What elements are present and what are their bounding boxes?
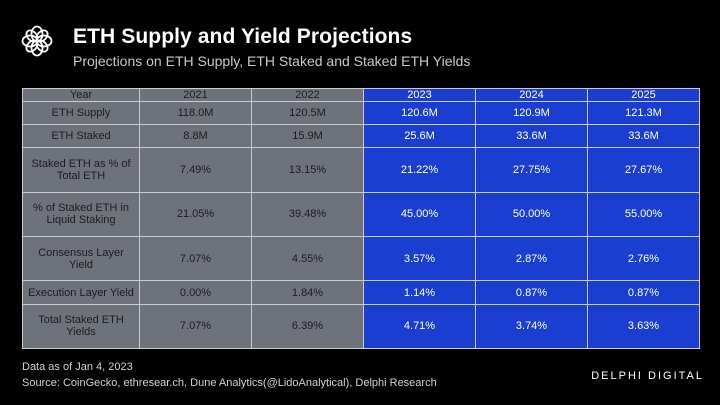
table-cell: 27.67% <box>587 147 700 193</box>
brand-name: DELPHI DIGITAL <box>591 370 704 382</box>
flower-ring-logo-icon <box>21 25 53 57</box>
table-cell: 25.6M <box>363 124 476 149</box>
header-cell-2024: 2024 <box>475 88 588 102</box>
table-cell: 4.71% <box>363 303 476 350</box>
table-row: % of Staked ETH in Liquid Staking 21.05%… <box>22 191 700 238</box>
table-cell: 4.55% <box>251 236 364 282</box>
header-cell-2025: 2025 <box>587 88 700 102</box>
table-cell: 3.63% <box>587 303 700 350</box>
table-row: Total Staked ETH Yields 7.07% 6.39% 4.71… <box>22 303 700 350</box>
table-cell: 3.74% <box>475 303 588 350</box>
table-row: Execution Layer Yield 0.00% 1.84% 1.14% … <box>22 280 700 305</box>
table-row: Staked ETH as % of Total ETH 7.49% 13.15… <box>22 147 700 193</box>
table-cell: 0.00% <box>139 280 252 305</box>
header-cell-2021: 2021 <box>139 88 252 102</box>
table-cell: 118.0M <box>139 100 252 126</box>
table-row: ETH Staked 8.8M 15.9M 25.6M 33.6M 33.6M <box>22 124 700 149</box>
table-cell: 33.6M <box>475 124 588 149</box>
table-cell: 7.07% <box>139 303 252 350</box>
row-label: Total Staked ETH Yields <box>22 303 140 350</box>
table-cell: 7.07% <box>139 236 252 282</box>
table-cell: 120.5M <box>251 100 364 126</box>
table-cell: 7.49% <box>139 147 252 193</box>
table-cell: 2.76% <box>587 236 700 282</box>
table-row: Consensus Layer Yield 7.07% 4.55% 3.57% … <box>22 236 700 282</box>
table-cell: 120.6M <box>363 100 476 126</box>
table-row: ETH Supply 118.0M 120.5M 120.6M 120.9M 1… <box>22 100 700 126</box>
table-header-row: Year 2021 2022 2023 2024 2025 <box>22 88 700 102</box>
header-cell-2022: 2022 <box>251 88 364 102</box>
row-label: ETH Supply <box>22 100 140 126</box>
table-cell: 33.6M <box>587 124 700 149</box>
table-cell: 1.84% <box>251 280 364 305</box>
page-title: ETH Supply and Yield Projections <box>73 25 413 48</box>
data-date-note: Data as of Jan 4, 2023 <box>22 361 133 373</box>
table-cell: 21.22% <box>363 147 476 193</box>
header-cell-year: Year <box>22 88 140 102</box>
table-cell: 121.3M <box>587 100 700 126</box>
table-cell: 21.05% <box>139 191 252 238</box>
source-note: Source: CoinGecko, ethresear.ch, Dune An… <box>22 377 437 389</box>
table-cell: 120.9M <box>475 100 588 126</box>
table-cell: 6.39% <box>251 303 364 350</box>
row-label: Staked ETH as % of Total ETH <box>22 147 140 193</box>
table-cell: 0.87% <box>475 280 588 305</box>
table-cell: 55.00% <box>587 191 700 238</box>
table-cell: 50.00% <box>475 191 588 238</box>
table-cell: 45.00% <box>363 191 476 238</box>
projection-table: Year 2021 2022 2023 2024 2025 ETH Supply… <box>22 88 700 350</box>
table-cell: 2.87% <box>475 236 588 282</box>
page-subtitle: Projections on ETH Supply, ETH Staked an… <box>73 53 471 69</box>
table-cell: 1.14% <box>363 280 476 305</box>
table-cell: 15.9M <box>251 124 364 149</box>
header-cell-2023: 2023 <box>363 88 476 102</box>
table-cell: 8.8M <box>139 124 252 149</box>
table-cell: 27.75% <box>475 147 588 193</box>
row-label: Consensus Layer Yield <box>22 236 140 282</box>
row-label: Execution Layer Yield <box>22 280 140 305</box>
table-cell: 3.57% <box>363 236 476 282</box>
row-label: % of Staked ETH in Liquid Staking <box>22 191 140 238</box>
table-cell: 0.87% <box>587 280 700 305</box>
table-cell: 39.48% <box>251 191 364 238</box>
table-cell: 13.15% <box>251 147 364 193</box>
brand-logo: DELPHI DIGITAL <box>584 366 704 386</box>
row-label: ETH Staked <box>22 124 140 149</box>
